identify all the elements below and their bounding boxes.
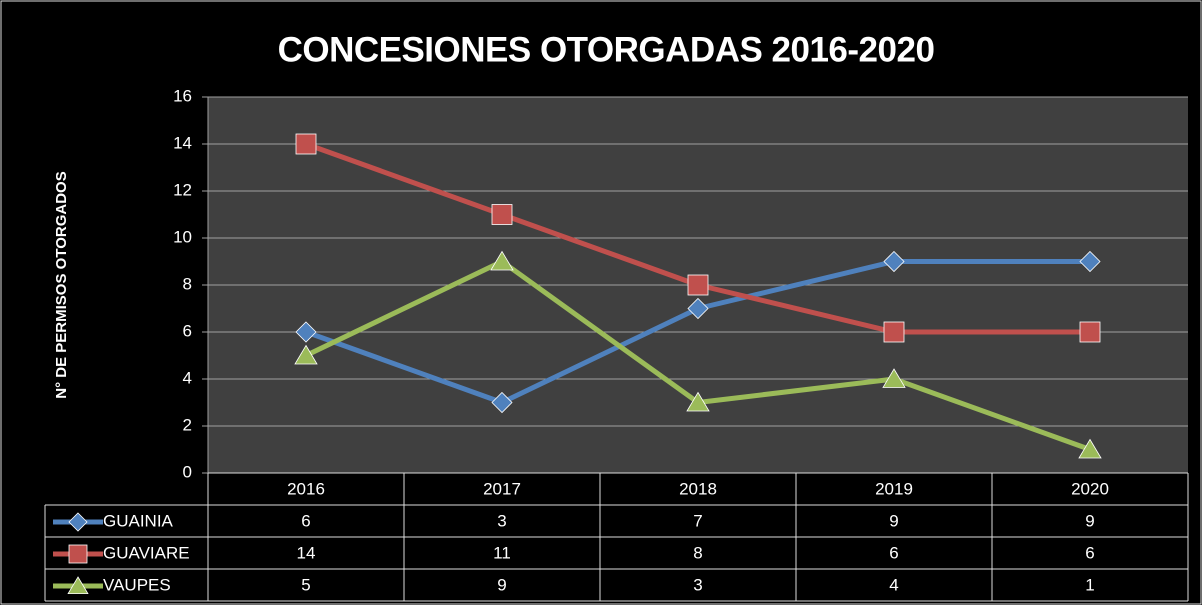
- marker: [68, 512, 88, 532]
- y-axis-label: N° DE PERMISOS OTORGADOS: [53, 171, 70, 398]
- marker: [294, 344, 318, 365]
- chart-title: CONCESIONES OTORGADAS 2016-2020: [278, 30, 935, 69]
- table-value: 11: [493, 543, 511, 562]
- x-tick-label: 2019: [875, 479, 913, 498]
- marker: [883, 250, 905, 273]
- y-tick-label: 6: [183, 321, 192, 340]
- table-value: 8: [693, 543, 702, 562]
- marker: [67, 576, 89, 595]
- legend-label: VAUPES: [103, 575, 171, 594]
- table-value: 7: [693, 511, 702, 530]
- table-value: 3: [497, 511, 506, 530]
- table-value: 6: [1085, 543, 1094, 562]
- legend-label: GUAINIA: [103, 511, 174, 530]
- x-tick-label: 2016: [287, 479, 325, 498]
- table-value: 3: [693, 575, 702, 594]
- table-value: 9: [889, 511, 898, 530]
- marker: [491, 204, 513, 225]
- marker: [490, 250, 514, 271]
- y-tick-label: 12: [173, 180, 192, 199]
- y-tick-label: 14: [173, 133, 192, 152]
- marker: [1079, 321, 1101, 343]
- marker: [68, 544, 88, 564]
- table-value: 14: [297, 543, 316, 562]
- marker: [687, 297, 709, 320]
- marker: [1078, 438, 1102, 459]
- marker: [295, 133, 317, 155]
- marker: [295, 321, 317, 343]
- x-tick-label: 2020: [1071, 479, 1109, 498]
- x-tick-label: 2018: [679, 479, 717, 498]
- table-value: 1: [1085, 575, 1094, 594]
- marker: [882, 368, 906, 388]
- y-tick-label: 10: [173, 227, 192, 246]
- table-value: 9: [1085, 511, 1094, 530]
- y-tick-label: 0: [183, 462, 192, 481]
- marker: [1079, 250, 1101, 273]
- y-tick-label: 4: [183, 368, 192, 387]
- legend-label: GUAVIARE: [103, 543, 190, 562]
- table-value: 9: [497, 575, 506, 594]
- y-tick-label: 8: [183, 274, 192, 293]
- table-value: 6: [301, 511, 310, 530]
- marker: [883, 321, 905, 343]
- table-value: 4: [889, 575, 898, 594]
- table-value: 5: [301, 575, 310, 594]
- marker: [686, 391, 710, 412]
- marker: [687, 274, 709, 296]
- y-tick-label: 2: [183, 415, 192, 434]
- y-tick-label: 16: [173, 86, 192, 105]
- x-tick-label: 2017: [483, 479, 521, 498]
- marker: [491, 391, 513, 414]
- table-value: 6: [889, 543, 898, 562]
